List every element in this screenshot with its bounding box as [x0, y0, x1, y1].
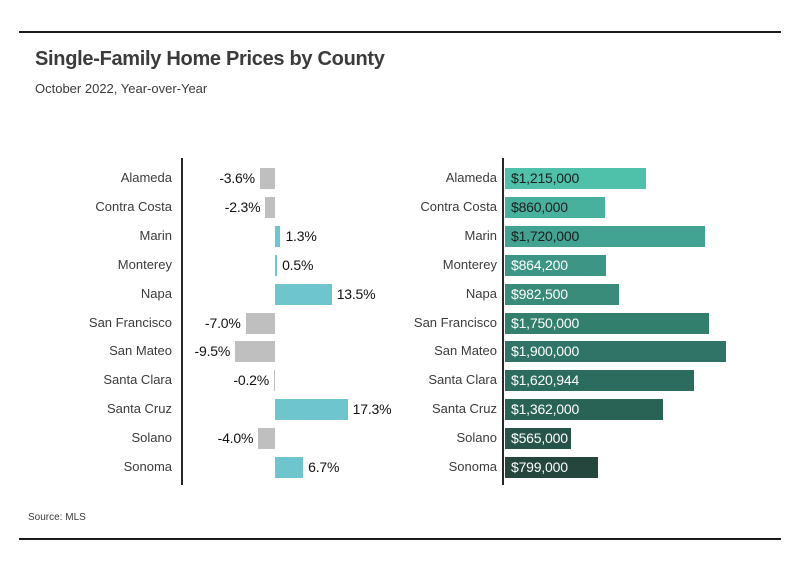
price-bar	[505, 168, 647, 189]
price-bar	[505, 196, 606, 218]
yoy-value-label: -7.0%	[205, 314, 241, 331]
category-label: San Mateo	[109, 343, 172, 359]
yoy-bar	[275, 457, 304, 478]
yoy-value-label: 1.3%	[285, 227, 317, 244]
chart-subtitle: October 2022, Year-over-Year	[35, 81, 208, 96]
category-label: Alameda	[120, 170, 172, 185]
source-note: Source: MLS	[28, 512, 86, 523]
price-value-label: $1,900,000	[511, 343, 580, 360]
yoy-value-label: -4.0%	[217, 430, 254, 447]
category-label: Marin	[464, 227, 497, 243]
yoy-chart-category-labels: Alameda Contra Costa Marin Monterey Napa San …	[40, 164, 172, 482]
chart-title: Single-Family Home Prices by County	[35, 48, 385, 70]
top-rule	[19, 31, 781, 33]
yoy-chart-plot-area: -3.6% -2.3% 1.3% 0.5% 13.5% -7.0% -9.5% -0.2% 17…	[183, 164, 418, 482]
price-bar	[505, 370, 694, 392]
yoy-bar	[265, 196, 275, 218]
price-chart-axis-line	[502, 158, 504, 485]
yoy-bar	[235, 341, 275, 363]
yoy-value-label: -0.2%	[233, 372, 269, 389]
category-label: San Francisco	[88, 314, 172, 330]
bottom-rule	[19, 538, 781, 540]
price-bar	[505, 254, 606, 276]
yoy-bar	[259, 168, 275, 189]
category-label: Contra Costa	[95, 198, 172, 214]
price-value-label: $1,362,000	[511, 401, 580, 418]
yoy-bar	[275, 225, 281, 247]
yoy-chart-axis-line	[181, 158, 183, 485]
category-label: Sonoma	[448, 459, 497, 474]
category-label: San Mateo	[434, 343, 497, 359]
yoy-value-label: -2.3%	[224, 198, 261, 215]
category-label: Alameda	[445, 170, 497, 185]
price-bar	[505, 457, 598, 478]
price-bar	[505, 225, 706, 247]
price-value-label: $864,200	[511, 256, 568, 273]
yoy-bar	[275, 283, 332, 305]
category-label: Santa Cruz	[106, 401, 172, 417]
yoy-bar	[274, 370, 275, 392]
category-label: Santa Cruz	[431, 401, 497, 417]
yoy-value-label: 6.7%	[308, 459, 340, 475]
price-bar	[505, 399, 664, 421]
yoy-value-label: -9.5%	[194, 343, 231, 360]
price-value-label: $982,500	[511, 285, 568, 302]
category-label: Santa Clara	[428, 372, 497, 388]
category-label: Napa	[465, 285, 497, 301]
yoy-bar	[275, 254, 278, 276]
category-label: Monterey	[442, 256, 497, 272]
yoy-value-label: 0.5%	[282, 256, 314, 273]
category-label: Monterey	[117, 256, 172, 272]
price-bar	[505, 341, 726, 363]
category-label: Santa Clara	[103, 372, 172, 388]
yoy-value-label: 13.5%	[336, 285, 376, 302]
category-label: Sonoma	[123, 459, 172, 474]
category-label: Solano	[456, 430, 497, 446]
price-value-label: $1,215,000	[511, 170, 580, 186]
category-label: Marin	[139, 227, 172, 243]
yoy-bar	[275, 399, 348, 421]
price-bar	[505, 312, 709, 334]
price-bar	[505, 283, 620, 305]
price-value-label: $1,750,000	[511, 314, 580, 331]
yoy-bar	[245, 312, 275, 334]
price-value-label: $799,000	[511, 459, 568, 475]
price-value-label: $1,620,944	[511, 372, 580, 389]
category-label: San Francisco	[413, 314, 497, 330]
price-value-label: $860,000	[511, 198, 568, 215]
price-chart-plot-area: $1,215,000 $860,000 $1,720,000 $864,200 $982…	[505, 164, 755, 482]
category-label: Napa	[140, 285, 172, 301]
yoy-value-label: 17.3%	[352, 401, 392, 418]
price-value-label: $565,000	[511, 430, 568, 447]
yoy-bar	[258, 428, 275, 450]
category-label: Contra Costa	[420, 198, 497, 214]
category-label: Solano	[131, 430, 172, 446]
price-bar	[505, 428, 571, 450]
price-chart-category-labels: Alameda Contra Costa Marin Monterey Napa San …	[365, 164, 497, 482]
yoy-value-label: -3.6%	[219, 170, 255, 186]
price-value-label: $1,720,000	[511, 227, 580, 244]
